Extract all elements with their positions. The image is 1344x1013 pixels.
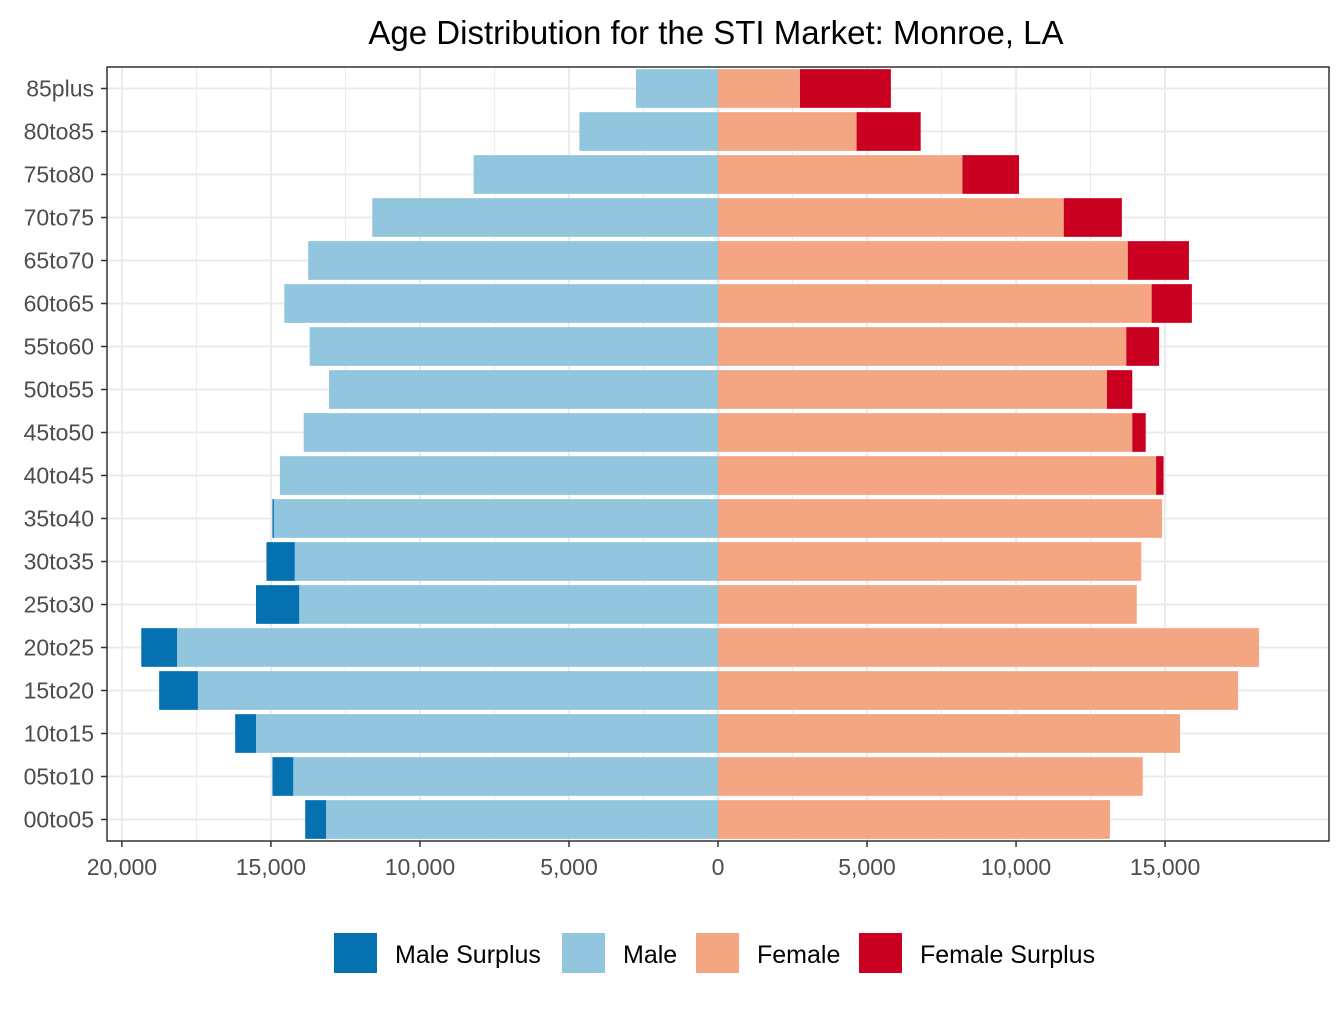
x-tick-label: 15,000 xyxy=(1130,854,1200,880)
female-bar xyxy=(718,69,800,108)
y-tick-label: 80to85 xyxy=(24,119,94,145)
y-tick-label: 20to25 xyxy=(24,635,94,661)
female-surplus-bar xyxy=(962,155,1020,194)
female-bar xyxy=(718,800,1110,839)
male-bar xyxy=(308,241,718,280)
female-bar xyxy=(718,585,1137,624)
male-bar xyxy=(197,671,718,710)
x-tick-label: 10,000 xyxy=(385,854,455,880)
male-surplus-bar xyxy=(305,800,327,839)
x-tick-label: 5,000 xyxy=(540,854,598,880)
male-bar xyxy=(299,585,718,624)
legend-label: Male Surplus xyxy=(395,941,541,969)
female-surplus-bar xyxy=(1127,241,1189,280)
female-surplus-bar xyxy=(1126,327,1160,366)
legend-label: Female Surplus xyxy=(920,941,1095,969)
male-bar xyxy=(303,413,718,452)
female-bar xyxy=(718,155,963,194)
female-surplus-bar xyxy=(1132,413,1146,452)
y-tick-label: 50to55 xyxy=(24,377,94,403)
legend-label: Male xyxy=(623,941,677,969)
y-tick-label: 15to20 xyxy=(24,678,94,704)
y-tick-label: 60to65 xyxy=(24,291,94,317)
male-bar xyxy=(473,155,718,194)
y-tick-label: 35to40 xyxy=(24,506,94,532)
male-surplus-bar xyxy=(141,628,178,667)
female-bar xyxy=(718,542,1142,581)
female-bar xyxy=(718,413,1133,452)
y-tick-label: 05to10 xyxy=(24,764,94,790)
female-bar xyxy=(718,284,1152,323)
y-tick-label: 85plus xyxy=(26,76,94,102)
female-bar xyxy=(718,628,1259,667)
y-tick-label: 40to45 xyxy=(24,463,94,489)
male-bar xyxy=(326,800,718,839)
female-surplus-bar xyxy=(1151,284,1192,323)
legend-swatch xyxy=(334,933,377,973)
y-tick-label: 45to50 xyxy=(24,420,94,446)
y-tick-label: 10to15 xyxy=(24,721,94,747)
y-tick-label: 55to60 xyxy=(24,334,94,360)
female-bar xyxy=(718,714,1180,753)
y-tick-label: 75to80 xyxy=(24,162,94,188)
female-bar xyxy=(718,198,1064,237)
male-bar xyxy=(284,284,718,323)
male-surplus-bar xyxy=(272,499,274,538)
male-surplus-bar xyxy=(272,757,294,796)
y-tick-label: 00to05 xyxy=(24,807,94,833)
male-bar xyxy=(579,112,718,151)
female-surplus-bar xyxy=(1106,370,1133,409)
female-bar xyxy=(718,671,1239,710)
x-tick-label: 0 xyxy=(712,854,725,880)
male-bar xyxy=(279,456,718,495)
male-bar xyxy=(329,370,718,409)
female-bar xyxy=(718,757,1143,796)
y-tick-label: 30to35 xyxy=(24,549,94,575)
male-bar xyxy=(293,757,718,796)
legend-label: Female xyxy=(757,941,840,969)
female-bar xyxy=(718,112,857,151)
male-bar xyxy=(294,542,718,581)
female-bar xyxy=(718,241,1128,280)
male-bar xyxy=(309,327,718,366)
male-bar xyxy=(256,714,718,753)
female-surplus-bar xyxy=(799,69,891,108)
male-bar xyxy=(636,69,718,108)
legend-swatch xyxy=(562,933,605,973)
female-bar xyxy=(718,327,1127,366)
y-tick-label: 25to30 xyxy=(24,592,94,618)
male-bar xyxy=(273,499,718,538)
legend-swatch xyxy=(859,933,902,973)
y-tick-label: 65to70 xyxy=(24,248,94,274)
female-bar xyxy=(718,456,1157,495)
male-bar xyxy=(372,198,718,237)
female-bar xyxy=(718,370,1107,409)
male-surplus-bar xyxy=(159,671,198,710)
male-surplus-bar xyxy=(256,585,300,624)
chart-title: Age Distribution for the STI Market: Mon… xyxy=(368,14,1063,51)
male-surplus-bar xyxy=(235,714,257,753)
female-bar xyxy=(718,499,1163,538)
male-bar xyxy=(177,628,719,667)
female-surplus-bar xyxy=(1156,456,1164,495)
x-tick-label: 20,000 xyxy=(87,854,157,880)
x-tick-label: 5,000 xyxy=(838,854,896,880)
female-surplus-bar xyxy=(1063,198,1122,237)
male-surplus-bar xyxy=(266,542,295,581)
x-tick-label: 15,000 xyxy=(236,854,306,880)
female-surplus-bar xyxy=(856,112,921,151)
x-tick-label: 10,000 xyxy=(981,854,1051,880)
y-tick-label: 70to75 xyxy=(24,205,94,231)
legend-swatch xyxy=(696,933,739,973)
